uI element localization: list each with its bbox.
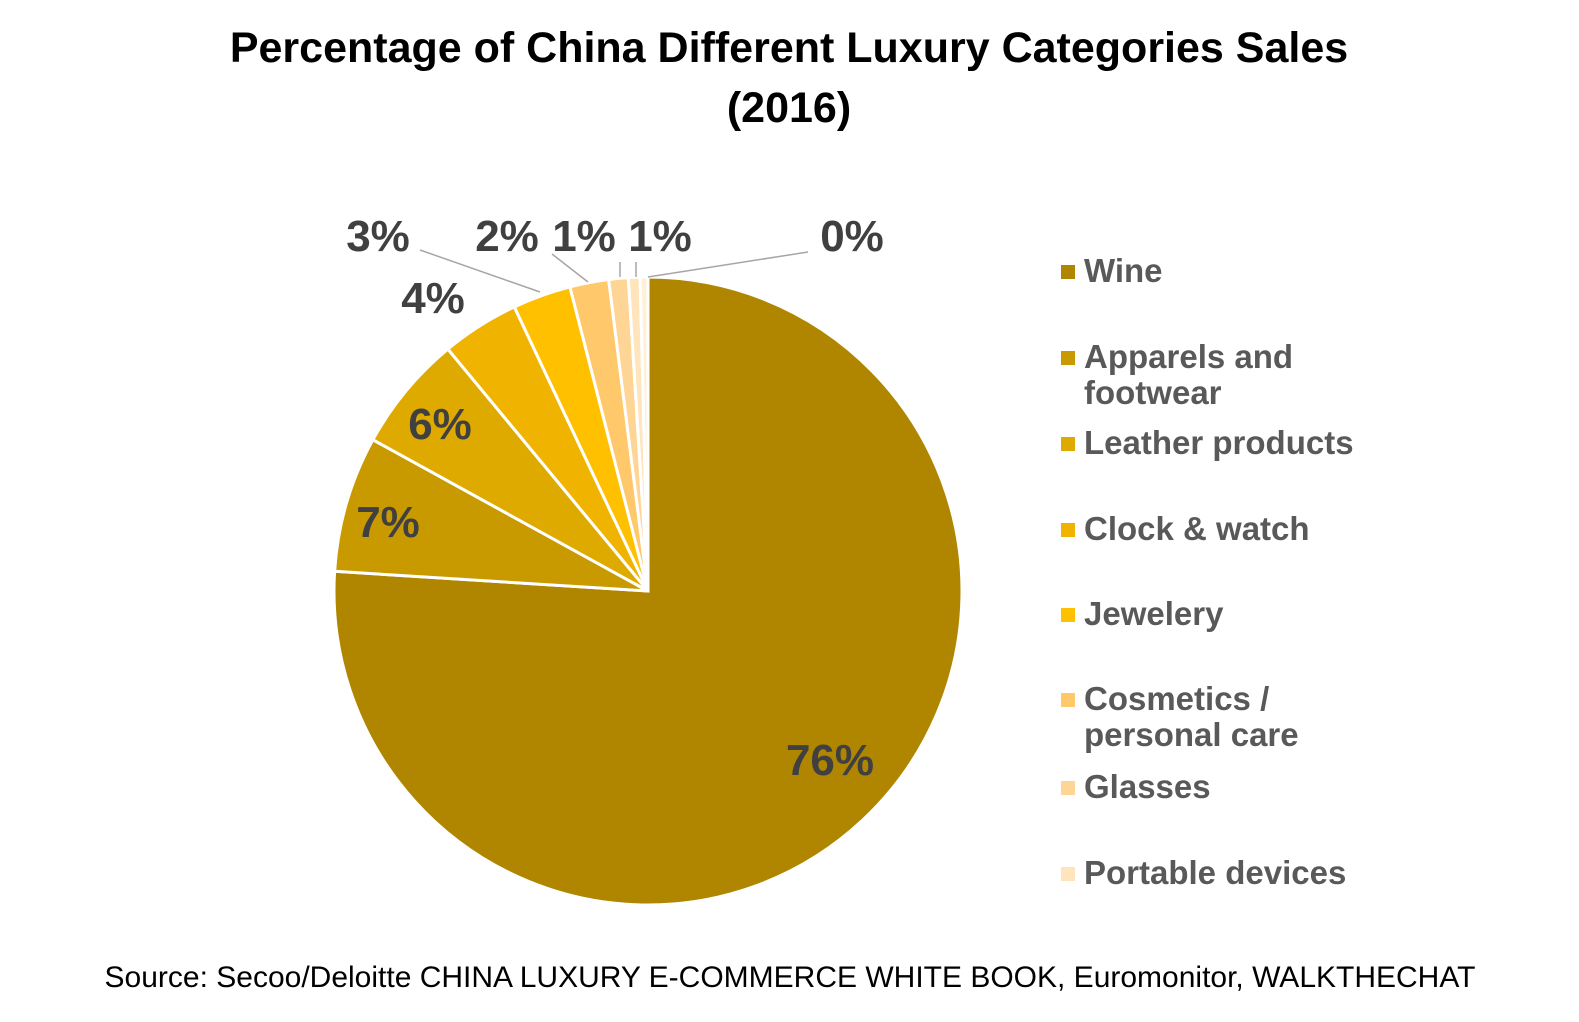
- legend-label-glasses: Glasses: [1084, 768, 1211, 805]
- leader-line-other: [647, 251, 809, 278]
- legend-item-jewelery: Jewelery: [1061, 595, 1224, 632]
- legend-label-apparels-and-footwear: Apparels and: [1084, 338, 1293, 375]
- data-label-jewelery: 3%: [346, 212, 410, 261]
- pie-slices: [332, 275, 964, 907]
- legend-label-cosmetics-personal-care-line-2: personal care: [1084, 716, 1299, 753]
- legend-swatch-portable-devices: [1061, 867, 1075, 881]
- data-labels: 76% 7% 6% 4% 3% 2% 1% 1% 0%: [346, 212, 884, 785]
- legend-swatch-apparels-and-footwear: [1061, 351, 1075, 365]
- data-label-portable-devices: 1%: [628, 212, 692, 261]
- legend-label-apparels-and-footwear-line-2: footwear: [1084, 374, 1222, 411]
- legend-swatch-clock-watch: [1061, 523, 1075, 537]
- legend-label-clock-watch: Clock & watch: [1084, 510, 1310, 547]
- pie-slice-leather-products: [370, 346, 650, 593]
- data-label-clock-watch: 4%: [401, 274, 465, 323]
- legend-swatch-leather-products: [1061, 437, 1075, 451]
- data-label-wine: 76%: [786, 736, 874, 785]
- legend-item-cosmetics-personal-care: Cosmetics /personal care: [1061, 680, 1299, 753]
- legend-swatch-cosmetics-personal-care: [1061, 693, 1075, 707]
- legend-label-portable-devices: Portable devices: [1084, 854, 1346, 891]
- legend-item-clock-watch: Clock & watch: [1061, 510, 1310, 547]
- legend-label-cosmetics-personal-care: Cosmetics /: [1084, 680, 1269, 717]
- legend-item-leather-products: Leather products: [1061, 424, 1354, 461]
- legend-swatch-glasses: [1061, 781, 1075, 795]
- leader-line-cosmetics-personal-care: [551, 253, 589, 283]
- legend-item-wine: Wine: [1061, 252, 1163, 289]
- pie-slice-apparels-and-footwear: [333, 437, 649, 593]
- data-label-leather-products: 6%: [408, 400, 472, 449]
- legend-item-glasses: Glasses: [1061, 768, 1211, 805]
- data-label-cosmetics-personal-care: 2%: [475, 212, 539, 261]
- leader-line-jewelery: [419, 249, 541, 293]
- chart-title-line-1: Percentage of China Different Luxury Cat…: [230, 24, 1348, 72]
- pie-slice-other: [638, 275, 650, 592]
- data-label-glasses: 1%: [552, 212, 616, 261]
- source-note: Source: Secoo/Deloitte CHINA LUXURY E-CO…: [105, 961, 1476, 994]
- legend-label-leather-products: Leather products: [1084, 424, 1354, 461]
- legend-swatch-wine: [1061, 265, 1075, 279]
- chart-title-line-2: (2016): [727, 84, 851, 132]
- leader-lines: [419, 249, 809, 293]
- data-label-other: 0%: [820, 212, 884, 261]
- legend-item-portable-devices: Portable devices: [1061, 854, 1346, 891]
- data-label-apparels-and-footwear: 7%: [356, 498, 420, 547]
- legend-label-wine: Wine: [1084, 252, 1163, 289]
- pie-slice-wine: [332, 275, 964, 907]
- legend-swatch-jewelery: [1061, 608, 1075, 622]
- legend-label-jewelery: Jewelery: [1084, 595, 1224, 632]
